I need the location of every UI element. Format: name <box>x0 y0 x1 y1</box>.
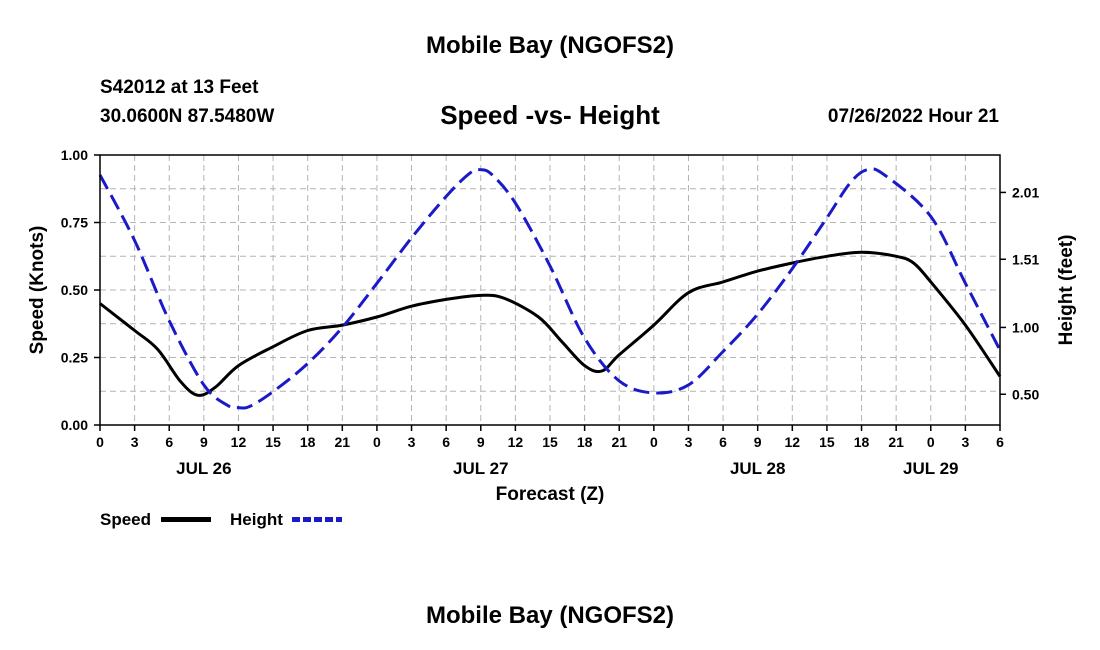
series-line-speed <box>99 250 1002 397</box>
y-tick-label: 1.00 <box>61 147 88 163</box>
x-tick-label: 0 <box>373 434 381 450</box>
legend-speed-swatch <box>161 517 211 522</box>
legend-speed-label: Speed <box>100 510 152 529</box>
x-tick-label: 0 <box>96 434 104 450</box>
y2-axis-label: Height (feet) <box>1056 235 1077 346</box>
x-tick-label: 21 <box>335 434 351 450</box>
x-tick-label: 12 <box>231 434 247 450</box>
station-coordinates: 30.0600N 87.5480W <box>100 106 275 127</box>
date-label: JUL 29 <box>903 459 958 478</box>
speed-height-chart: 0 3 6 9 12 15 18 21 0 3 6 9 12 15 18 21 0 3 6 9 12 15 18 21 0 3 6 0… <box>27 147 1077 505</box>
forecast-datetime: 07/26/2022 Hour 21 <box>827 106 999 127</box>
y-tick-label: 0.25 <box>61 350 88 366</box>
x-tick-label: 6 <box>165 434 173 450</box>
x-tick-label: 12 <box>785 434 801 450</box>
x-tick-label: 3 <box>685 434 693 450</box>
x-tick-label: 6 <box>719 434 727 450</box>
y2-tick-label: 1.00 <box>1012 319 1039 335</box>
chart-subtitle: Speed -vs- Height <box>440 100 660 130</box>
date-label: JUL 27 <box>453 459 508 478</box>
series-line-height <box>98 167 1002 410</box>
legend-height-swatch <box>292 517 342 522</box>
y2-tick-label: 1.51 <box>1012 251 1039 267</box>
station-label: S42012 at 13 Feet <box>100 77 259 98</box>
x-tick-label: 9 <box>754 434 762 450</box>
x-tick-label: 15 <box>265 434 281 450</box>
y2-tick-label: 0.50 <box>1012 386 1039 402</box>
y-tick-label: 0.50 <box>61 282 88 298</box>
y2-tick-label: 2.01 <box>1012 184 1039 200</box>
date-label: JUL 28 <box>730 459 785 478</box>
x-tick-label: 9 <box>200 434 208 450</box>
x-tick-label: 9 <box>477 434 485 450</box>
x-tick-label: 0 <box>650 434 658 450</box>
date-label: JUL 26 <box>176 459 231 478</box>
x-tick-label: 12 <box>508 434 524 450</box>
y-tick-label: 0.75 <box>61 215 88 231</box>
x-tick-label: 18 <box>577 434 593 450</box>
x-tick-label: 21 <box>888 434 904 450</box>
x-tick-label: 15 <box>542 434 558 450</box>
x-tick-label: 3 <box>961 434 969 450</box>
x-tick-label: 6 <box>442 434 450 450</box>
y-axis-label: Speed (Knots) <box>27 226 48 355</box>
x-tick-label: 18 <box>300 434 316 450</box>
axes: 0 3 6 9 12 15 18 21 0 3 6 9 12 15 18 21 0 3 6 9 12 15 18 21 0 3 6 0… <box>61 147 1040 478</box>
x-tick-label: 3 <box>131 434 139 450</box>
x-axis-label: Forecast (Z) <box>496 484 605 505</box>
x-tick-label: 0 <box>927 434 935 450</box>
x-tick-label: 6 <box>996 434 1004 450</box>
chart-title-repeat: Mobile Bay (NGOFS2) <box>425 602 675 629</box>
x-tick-label: 3 <box>408 434 416 450</box>
x-tick-label: 15 <box>819 434 835 450</box>
x-tick-label: 21 <box>611 434 627 450</box>
y-tick-label: 0.00 <box>61 417 88 433</box>
chart-title: Mobile Bay (NGOFS2) <box>425 32 675 59</box>
legend-height-label: Height <box>230 510 283 529</box>
series-layer <box>98 167 1002 410</box>
grid <box>100 155 1000 425</box>
x-tick-label: 18 <box>854 434 870 450</box>
